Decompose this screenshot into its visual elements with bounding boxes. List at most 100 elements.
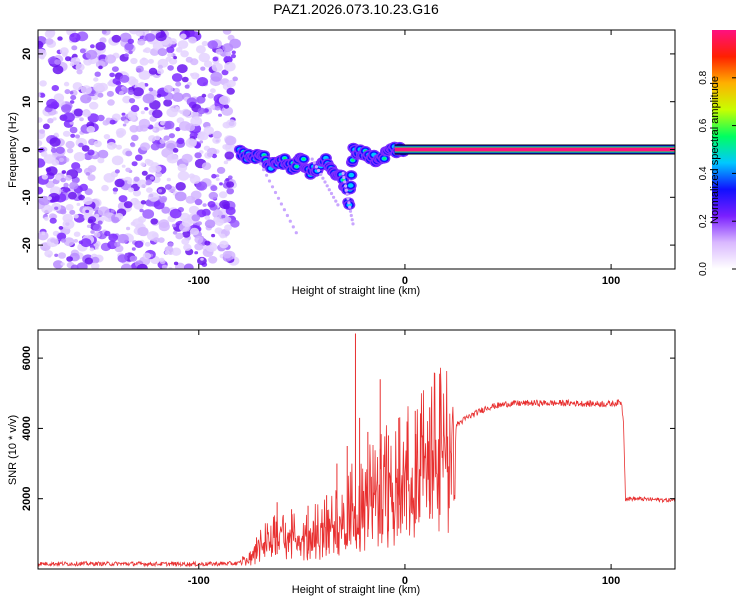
noise-blob: [110, 209, 115, 213]
noise-blob: [181, 153, 193, 163]
noise-blob: [61, 170, 67, 174]
noise-blob: [142, 49, 147, 53]
noise-blob: [194, 152, 202, 159]
noise-blob: [131, 161, 138, 167]
noise-blob: [84, 257, 94, 265]
noise-blob: [182, 230, 191, 238]
noise-blob: [123, 201, 133, 209]
noise-blob: [157, 48, 168, 57]
noise-blob: [107, 99, 115, 106]
noise-blob: [132, 87, 144, 97]
noise-blob: [65, 204, 74, 211]
noise-blob: [157, 64, 163, 70]
colorbar-tick-label: 0.6: [698, 118, 709, 132]
noise-blob: [123, 119, 129, 124]
noise-blob: [154, 135, 161, 141]
noise-blob: [215, 177, 220, 181]
noise-blob: [213, 216, 221, 223]
noise-blob: [82, 110, 92, 118]
noise-blob: [175, 127, 181, 132]
noise-blob: [229, 38, 242, 49]
noise-blob: [211, 62, 223, 72]
noise-blob: [97, 114, 105, 122]
noise-blob: [175, 47, 183, 53]
noise-blob: [90, 262, 100, 269]
spectrogram-ylabel: Frequency (Hz): [7, 112, 19, 188]
noise-blob: [124, 42, 134, 51]
noise-blob: [141, 170, 148, 176]
y-tick-label: -20: [21, 237, 33, 253]
noise-blob: [218, 113, 222, 117]
noise-blob: [85, 209, 90, 213]
noise-blob: [97, 206, 110, 216]
noise-blob: [87, 174, 96, 182]
noise-blob: [62, 188, 68, 193]
noise-blob: [47, 196, 52, 201]
noise-blob: [38, 93, 41, 98]
noise-blob: [201, 162, 212, 171]
noise-blob: [183, 243, 192, 251]
noise-blob: [226, 119, 237, 128]
noise-blob: [130, 57, 138, 65]
noise-blob: [69, 91, 74, 95]
noise-blob: [165, 56, 172, 62]
noise-blob: [191, 197, 196, 201]
noise-blob: [130, 221, 136, 226]
noise-blob: [99, 37, 107, 44]
noise-blob: [135, 65, 144, 73]
noise-blob: [172, 148, 179, 153]
noise-blob: [112, 187, 119, 192]
streak-dot: [349, 213, 353, 218]
noise-blob: [225, 144, 238, 155]
x-tick-label: -100: [188, 275, 210, 287]
noise-blob: [211, 173, 217, 179]
noise-blob: [79, 48, 86, 54]
noise-blob: [140, 162, 146, 167]
noise-blob: [60, 177, 66, 183]
noise-blob: [79, 183, 88, 191]
noise-blob: [97, 149, 109, 159]
noise-blob: [163, 99, 173, 107]
noise-blob: [131, 78, 139, 85]
noise-blob: [198, 113, 203, 117]
noise-blob: [152, 109, 163, 119]
noise-blob: [176, 64, 188, 74]
noise-blob: [207, 93, 215, 99]
noise-blob: [171, 247, 182, 256]
noise-blob: [224, 61, 236, 72]
noise-blob: [127, 90, 134, 95]
noise-blob: [224, 216, 232, 223]
colorbar-ticks: 0.0 0.2 0.4 0.6 0.8: [698, 70, 736, 276]
noise-blob: [59, 157, 64, 162]
noise-blob: [54, 59, 61, 65]
noise-blob: [93, 77, 99, 82]
streak-dot: [347, 201, 351, 205]
noise-blob: [94, 71, 101, 77]
noise-blob: [194, 251, 199, 255]
noise-blob: [130, 143, 136, 148]
noise-blob: [129, 255, 137, 262]
noise-blob: [166, 107, 178, 118]
colorbar: 0.0 0.2 0.4 0.6 0.8 Normalized spectral ampl…: [698, 30, 736, 276]
noise-blob: [181, 238, 190, 245]
noise-blob: [197, 221, 202, 226]
noise-blob: [54, 253, 59, 257]
noise-blob: [202, 203, 207, 207]
noise-blob: [219, 240, 229, 249]
noise-blob: [148, 67, 158, 75]
noise-blob: [163, 135, 170, 141]
noise-blob: [181, 76, 189, 83]
noise-blob: [114, 169, 120, 174]
noise-blob: [49, 137, 61, 147]
noise-blob: [73, 239, 79, 243]
streak-dot: [344, 188, 348, 192]
noise-blob: [66, 148, 74, 154]
noise-blob: [175, 232, 184, 240]
noise-blob: [124, 252, 129, 256]
noise-blob: [212, 130, 222, 139]
noise-blob: [112, 77, 121, 85]
noise-blob: [140, 142, 151, 151]
y-tick-label: 6000: [21, 346, 33, 370]
noise-blob: [139, 208, 144, 213]
